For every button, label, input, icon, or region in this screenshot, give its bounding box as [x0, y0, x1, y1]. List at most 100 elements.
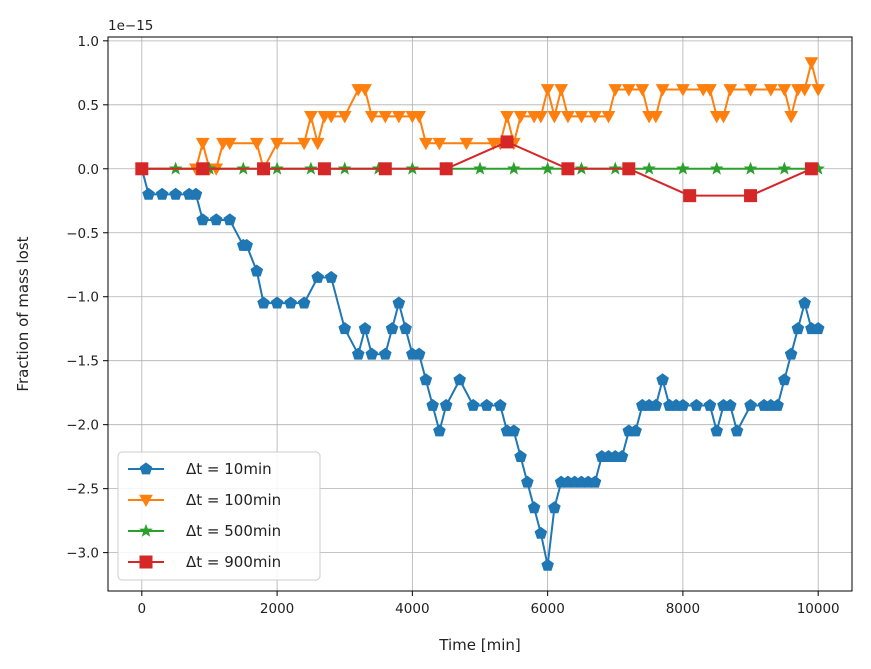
y-axis-label: Fraction of mass lost	[14, 236, 32, 391]
data-point	[257, 296, 270, 309]
y-tick-label: −2.5	[66, 482, 99, 498]
legend-label: Δt = 100min	[186, 491, 281, 509]
data-point	[473, 161, 487, 175]
y-tick-label: −1.0	[66, 290, 99, 306]
data-point	[250, 264, 264, 277]
data-point	[324, 270, 338, 283]
data-point	[419, 137, 433, 151]
data-point	[426, 398, 439, 411]
data-point	[676, 161, 690, 175]
data-point	[621, 84, 636, 97]
y-offset-text: 1e−15	[108, 18, 153, 34]
data-point	[608, 84, 623, 97]
data-point	[601, 111, 616, 124]
series-1	[135, 162, 825, 571]
y-tick-label: −2.0	[66, 418, 99, 434]
data-point	[541, 558, 554, 571]
data-point	[514, 450, 527, 463]
x-tick-label: 2000	[260, 601, 294, 617]
data-point	[209, 213, 223, 226]
data-point	[615, 450, 629, 463]
data-point	[804, 57, 819, 70]
data-point	[466, 398, 480, 411]
y-tick-label: 1.0	[78, 34, 99, 50]
data-point	[588, 111, 602, 124]
data-point	[798, 296, 811, 309]
data-point	[358, 84, 372, 97]
legend-swatch-marker	[139, 555, 153, 569]
legend-entry: Δt = 10min	[128, 460, 272, 478]
legend-swatch-marker	[139, 523, 153, 537]
data-point	[196, 162, 210, 176]
data-point	[622, 162, 636, 176]
data-point	[223, 213, 237, 226]
data-point	[297, 137, 311, 151]
legend-label: Δt = 900min	[186, 553, 281, 571]
x-tick-label: 0	[138, 601, 147, 617]
y-tick-label: −1.5	[66, 354, 99, 370]
ticks: 0 2000 4000 6000 8000 10000 1.0 0.5 0.0 −0.5 −1.0 −…	[66, 34, 839, 617]
data-point	[240, 238, 253, 251]
data-point	[222, 137, 237, 151]
data-point	[304, 111, 318, 124]
legend-swatch-marker	[139, 494, 153, 508]
data-point	[169, 187, 182, 200]
data-point	[189, 187, 203, 200]
data-point	[297, 296, 311, 309]
data-point	[453, 373, 467, 386]
x-axis-label: Time [min]	[438, 636, 520, 654]
data-point	[771, 398, 784, 411]
data-point	[270, 296, 284, 309]
data-point	[378, 162, 392, 176]
y-tick-label: −3.0	[66, 546, 99, 562]
legend-entry: Δt = 900min	[128, 553, 281, 571]
x-tick-label: 6000	[530, 601, 564, 617]
data-point	[540, 161, 555, 175]
data-point	[743, 84, 758, 97]
data-point	[324, 111, 339, 124]
legend-entry: Δt = 500min	[128, 522, 281, 540]
legend-entries: Δt = 10min Δt = 100min Δt = 500min Δt = 900…	[128, 460, 281, 571]
data-point	[690, 398, 703, 411]
data-point	[561, 111, 575, 124]
data-point	[710, 424, 724, 437]
legend: Δt = 10min Δt = 100min Δt = 500min Δt = 900…	[117, 451, 321, 581]
data-point	[723, 398, 737, 411]
data-point	[284, 296, 297, 309]
data-point	[439, 162, 453, 176]
data-point	[155, 187, 169, 200]
series-4	[135, 135, 818, 203]
data-point	[635, 84, 650, 97]
legend-label: Δt = 500min	[186, 522, 281, 540]
data-point	[507, 424, 521, 437]
data-point	[649, 398, 663, 411]
data-point	[676, 398, 690, 411]
data-point	[709, 161, 724, 175]
data-point	[811, 322, 825, 335]
data-point	[507, 161, 521, 175]
data-point	[439, 398, 453, 411]
series-layer	[134, 57, 826, 571]
data-point	[574, 111, 589, 124]
data-point	[317, 162, 331, 176]
legend-entry: Δt = 100min	[128, 491, 281, 509]
data-point	[310, 137, 325, 151]
data-point	[649, 111, 663, 124]
data-point	[521, 475, 534, 488]
legend-swatch-marker	[139, 462, 153, 475]
data-point	[655, 84, 670, 97]
data-point	[797, 84, 812, 97]
data-point	[378, 111, 393, 124]
data-point	[195, 137, 210, 151]
data-point	[249, 137, 264, 151]
data-point	[588, 475, 602, 488]
plot-area	[134, 57, 826, 571]
data-point	[777, 161, 792, 175]
data-point	[540, 84, 555, 97]
data-point	[527, 501, 541, 514]
data-point	[723, 84, 738, 97]
data-point	[548, 501, 561, 514]
data-point	[358, 322, 372, 335]
data-point	[703, 84, 717, 97]
data-point	[270, 137, 284, 151]
